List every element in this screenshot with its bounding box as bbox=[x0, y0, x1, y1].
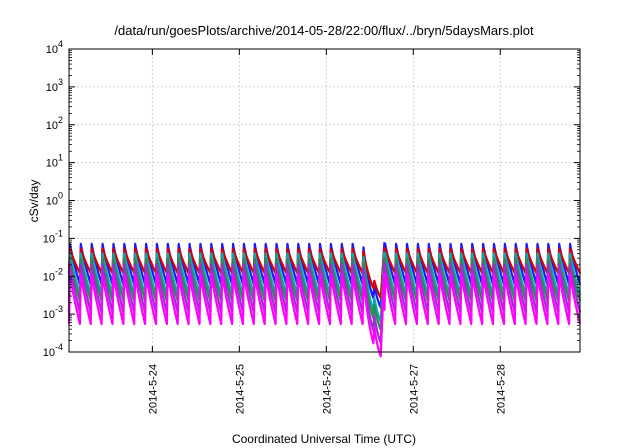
chart-title: /data/run/goesPlots/archive/2014-05-28/2… bbox=[114, 23, 534, 38]
series-lines bbox=[67, 242, 582, 358]
y-tick-label: 10-3 bbox=[43, 304, 63, 321]
y-tick-label: 100 bbox=[46, 191, 63, 208]
x-tick-label: 2014-5-25 bbox=[234, 364, 246, 414]
y-tick-label: 10-1 bbox=[43, 228, 63, 245]
x-tick-label: 2014-5-26 bbox=[321, 364, 333, 414]
series-line bbox=[67, 262, 582, 344]
y-tick-label: 103 bbox=[46, 77, 63, 94]
y-tick-label: 101 bbox=[46, 153, 63, 170]
x-tick-label: 2014-5-24 bbox=[147, 364, 159, 414]
y-tick-label: 10-4 bbox=[43, 342, 63, 359]
x-tick-label: 2014-5-27 bbox=[408, 364, 420, 414]
axis-ticks: 10-4 10-3 10-2 10-1 100 101 102 103 104 2014-5-24… bbox=[43, 39, 580, 414]
y-axis-label: cSv/day bbox=[27, 180, 41, 223]
series-line bbox=[67, 272, 582, 358]
x-tick-label: 2014-5-28 bbox=[495, 364, 507, 414]
series-line bbox=[67, 251, 582, 323]
series-line bbox=[67, 247, 582, 299]
y-tick-label: 102 bbox=[46, 115, 63, 132]
y-tick-label: 10-2 bbox=[43, 266, 63, 283]
y-tick-label: 104 bbox=[46, 39, 63, 56]
x-axis-label: Coordinated Universal Time (UTC) bbox=[232, 432, 416, 446]
plot-frame bbox=[68, 48, 581, 353]
